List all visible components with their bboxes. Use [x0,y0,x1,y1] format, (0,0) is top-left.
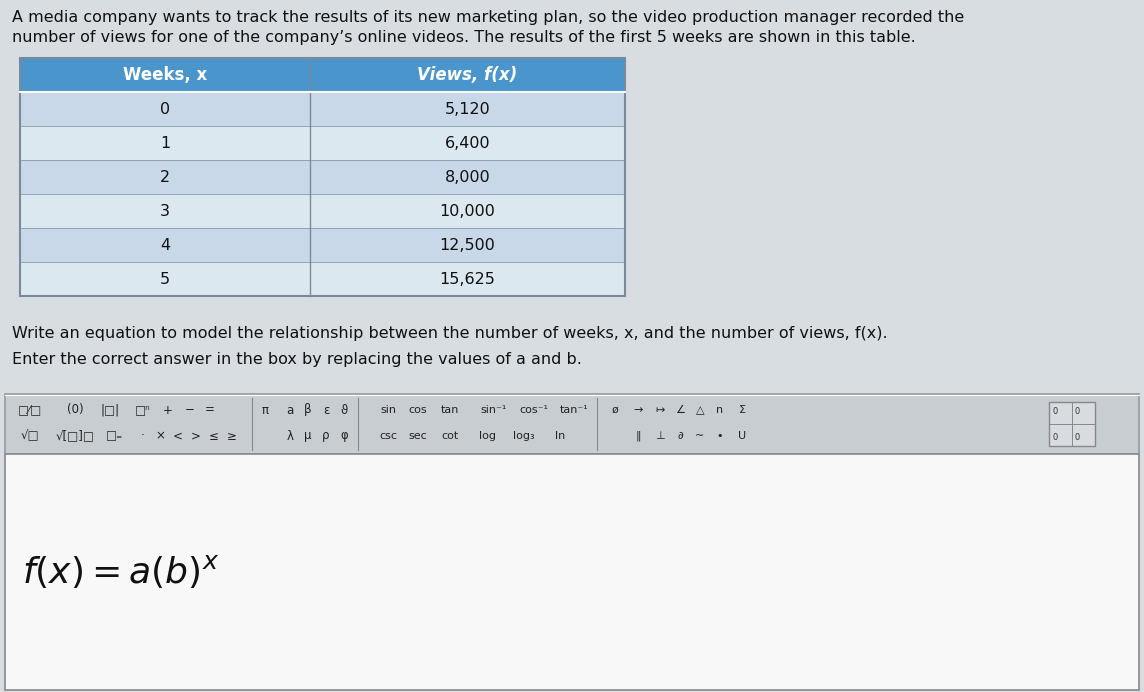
Text: ∂: ∂ [677,431,683,441]
Text: 5,120: 5,120 [445,102,491,116]
Text: 0: 0 [1074,408,1080,417]
Text: |□|: |□| [101,403,120,417]
Text: Σ: Σ [739,405,746,415]
Text: 1: 1 [160,136,170,150]
Text: 0: 0 [1052,433,1057,442]
Text: μ: μ [304,430,312,442]
Text: 6,400: 6,400 [445,136,491,150]
Text: cos: cos [408,405,428,415]
Bar [19,228,625,262]
Text: 15,625: 15,625 [439,271,495,286]
Text: ∠: ∠ [675,405,685,415]
Text: tan: tan [440,405,459,415]
Bar [19,262,625,296]
Text: 0: 0 [1052,408,1057,417]
Text: ln: ln [555,431,565,441]
Text: sin⁻¹: sin⁻¹ [480,405,507,415]
Text: ε: ε [323,403,329,417]
Text: △: △ [696,405,705,415]
Text: sin: sin [380,405,396,415]
Text: −: − [185,403,194,417]
Bar [19,92,625,126]
Text: <: < [173,430,183,442]
Text: 12,500: 12,500 [439,237,495,253]
Text: a: a [286,403,294,417]
Text: 3: 3 [160,203,170,219]
Text: log: log [479,431,496,441]
Text: Views, f(x): Views, f(x) [418,66,517,84]
Text: 10,000: 10,000 [439,203,495,219]
Text: ~: ~ [696,431,705,441]
Text: (0): (0) [66,403,84,417]
Text: $f(x) = a(b)^x$: $f(x) = a(b)^x$ [22,554,220,590]
Text: •: • [717,431,723,441]
Text: sec: sec [408,431,428,441]
Text: number of views for one of the company’s online videos. The results of the first: number of views for one of the company’s… [11,30,915,45]
Bar [19,58,625,296]
Text: ø: ø [612,405,619,415]
Text: β: β [304,403,312,417]
Text: Weeks, x: Weeks, x [122,66,207,84]
Text: =: = [205,403,215,417]
Text: 0: 0 [160,102,170,116]
Bar [19,160,625,194]
Text: √[□]□: √[□]□ [56,430,95,442]
Bar [5,394,1139,454]
Bar [5,454,1139,690]
Text: ×: × [156,430,165,442]
Text: +: + [164,403,173,417]
Text: ·: · [141,430,145,442]
Text: √□: √□ [21,430,39,442]
Text: □ⁿ: □ⁿ [135,403,151,417]
Text: π: π [262,403,269,417]
Bar [19,194,625,228]
Bar [19,58,625,92]
Text: □₌: □₌ [106,430,124,442]
Text: 4: 4 [160,237,170,253]
Text: ϑ: ϑ [341,403,348,417]
Text: Enter the correct answer in the box by replacing the values of a and b.: Enter the correct answer in the box by r… [11,352,582,367]
Text: 0: 0 [1074,433,1080,442]
Text: 8,000: 8,000 [445,170,491,185]
Text: csc: csc [379,431,397,441]
Text: n: n [716,405,723,415]
Text: 5: 5 [160,271,170,286]
Text: ⊥: ⊥ [656,431,665,441]
Text: →: → [634,405,643,415]
Text: Write an equation to model the relationship between the number of weeks, x, and : Write an equation to model the relations… [11,326,888,341]
Text: ρ: ρ [323,430,329,442]
Text: cos⁻¹: cos⁻¹ [519,405,548,415]
Text: ‖: ‖ [635,430,641,441]
Text: ≥: ≥ [227,430,237,442]
Text: >: > [191,430,201,442]
Text: □⁄□: □⁄□ [18,403,42,417]
Text: tan⁻¹: tan⁻¹ [559,405,588,415]
Text: ↦: ↦ [656,405,665,415]
Text: A media company wants to track the results of its new marketing plan, so the vid: A media company wants to track the resul… [11,10,964,25]
Text: λ: λ [286,430,294,442]
Bar [19,126,625,160]
Bar [1049,402,1095,446]
Text: cot: cot [442,431,459,441]
Text: ≤: ≤ [209,430,219,442]
Text: 2: 2 [160,170,170,185]
Text: φ: φ [340,430,348,442]
Text: log₃: log₃ [514,431,534,441]
Text: U: U [738,431,746,441]
